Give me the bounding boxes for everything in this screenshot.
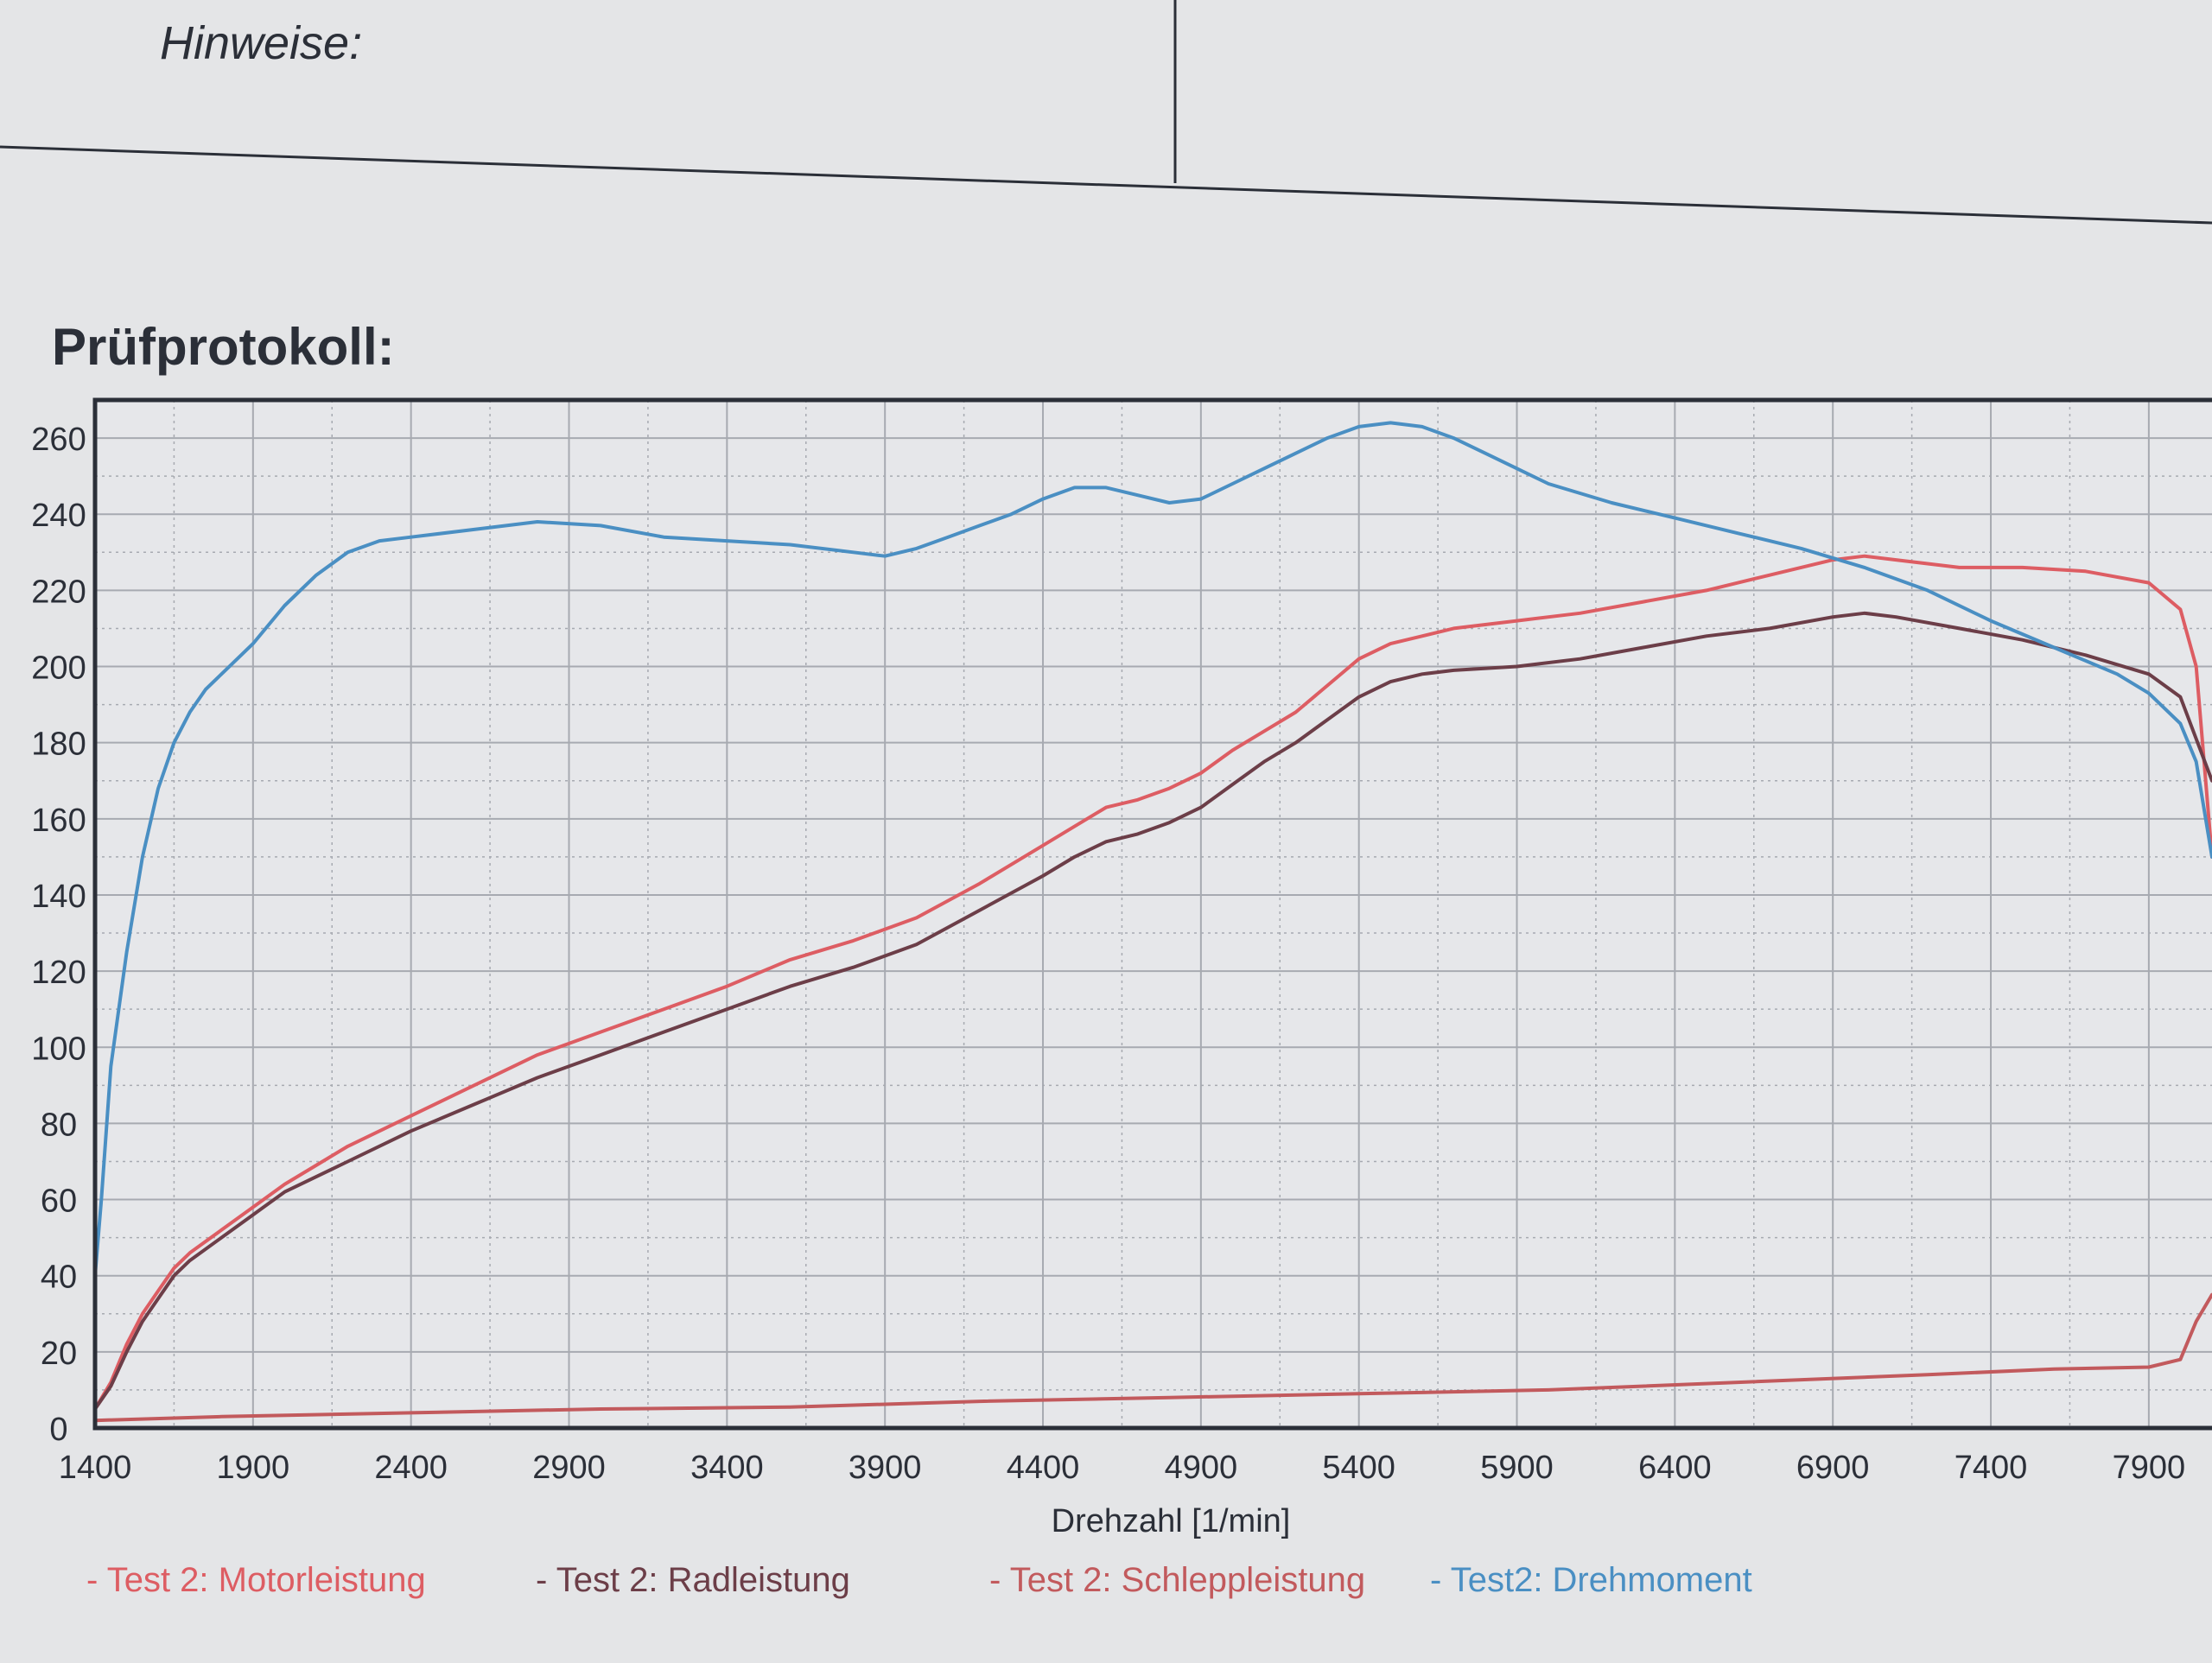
form-header: Hinweise: [0,0,2212,225]
y-tick-label: 200 [31,651,86,687]
hinweise-label: Hinweise: [160,17,362,69]
y-tick-label: 140 [31,879,86,915]
y-tick-label: 260 [31,422,86,458]
y-axis-tick-labels: 0 20 40 60 80 100 120 140 160 180 200 220 240 260 [31,422,86,1448]
y-tick-label: 20 [41,1336,77,1372]
y-tick-label: 40 [41,1260,77,1296]
x-tick-label: 3900 [849,1450,922,1486]
x-tick-label: 5900 [1480,1450,1554,1486]
legend-entry-motorleistung: - Test 2: Motorleistung [86,1561,426,1599]
y-tick-label: 240 [31,498,86,534]
y-tick-label: 0 [49,1412,67,1448]
x-tick-label: 6400 [1638,1450,1712,1486]
y-tick-label: 80 [41,1107,77,1143]
series-drehmoment-line [93,421,2212,1278]
x-tick-label: 3400 [690,1450,764,1486]
x-tick-label: 2400 [374,1450,448,1486]
series-schleppleistung-line [93,1292,2212,1423]
x-axis-label: Drehzahl [1/min] [1052,1503,1291,1539]
legend-entry-schleppleistung: - Test 2: Schleppleistung [989,1561,1365,1599]
y-tick-label: 120 [31,955,86,991]
x-tick-label: 7900 [2113,1450,2186,1486]
x-tick-label: 4400 [1007,1450,1080,1486]
y-tick-label: 100 [31,1031,86,1067]
x-tick-label: 6900 [1796,1450,1870,1486]
y-tick-label: 220 [31,574,86,610]
x-tick-label: 7400 [1955,1450,2028,1486]
series-radleistung-line [93,611,2212,1411]
y-tick-label: 160 [31,803,86,839]
legend: - Test 2: Motorleistung - Test 2: Radleis… [86,1561,1752,1599]
x-tick-label: 2900 [532,1450,606,1486]
section-title: Prüfprotokoll: [52,318,395,376]
plot-area [92,397,2212,1431]
x-tick-label: 1400 [59,1450,132,1486]
form-header-rule [0,145,2212,225]
plot-frame [92,397,2212,1431]
legend-entry-drehmoment: - Test2: Drehmoment [1430,1561,1752,1599]
y-tick-label: 60 [41,1184,77,1220]
series-group [93,421,2212,1423]
legend-entry-radleistung: - Test 2: Radleistung [536,1561,850,1599]
plot-background [95,400,2212,1428]
x-tick-label: 4900 [1165,1450,1238,1486]
y-tick-label: 180 [31,727,86,763]
x-tick-label: 5400 [1322,1450,1395,1486]
grid [95,400,2212,1428]
x-axis-tick-labels: 1400 1900 2400 2900 3400 3900 4400 4900 5400 5900… [59,1450,2185,1486]
series-motorleistung-line [93,554,2212,1411]
x-tick-label: 1900 [217,1450,290,1486]
